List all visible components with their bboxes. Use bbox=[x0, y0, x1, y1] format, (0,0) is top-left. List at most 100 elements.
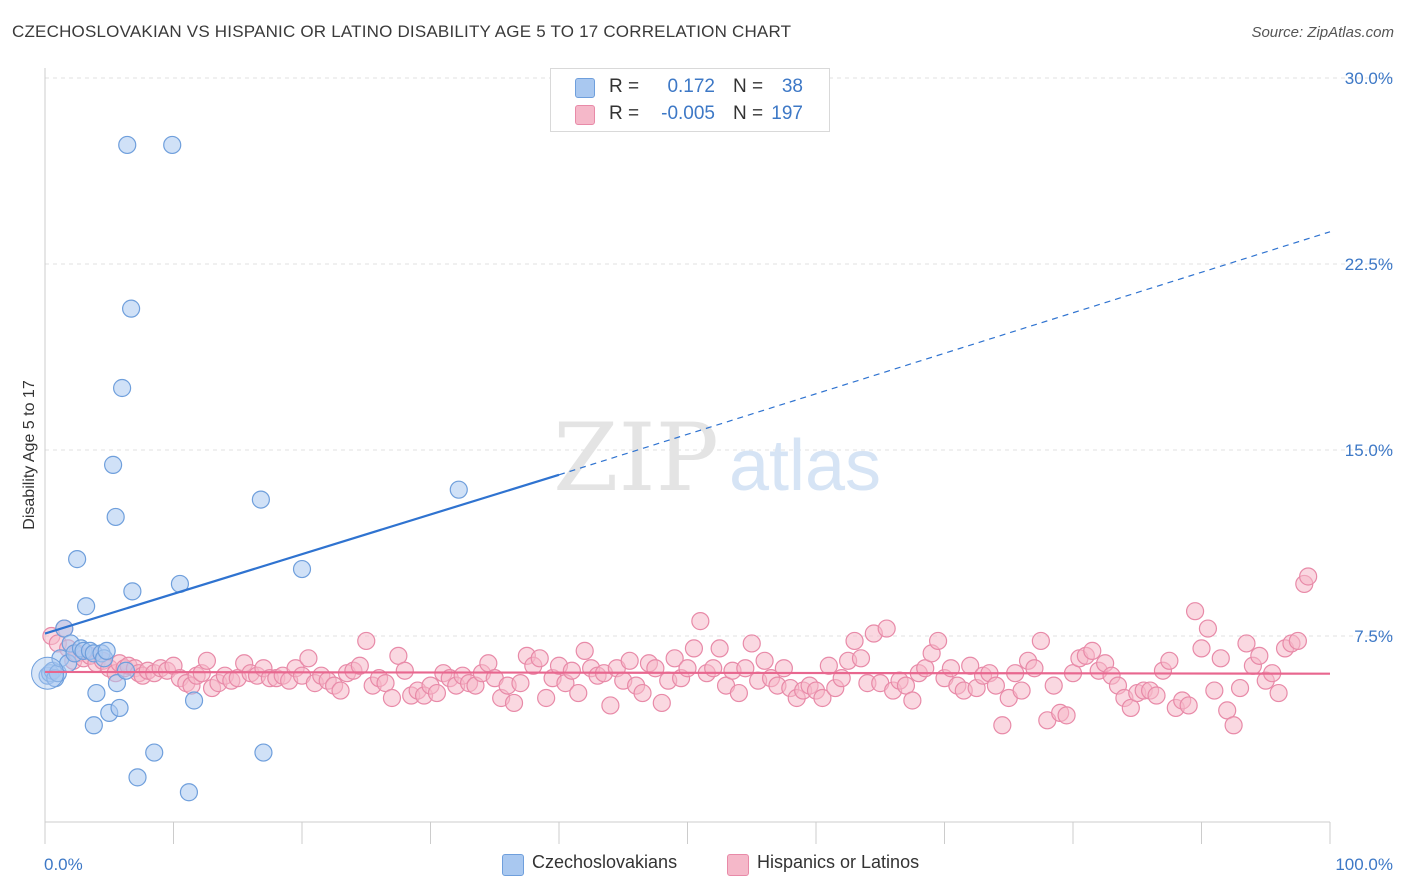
point-hispanic bbox=[845, 631, 864, 651]
point-hispanic bbox=[774, 659, 793, 678]
point-hispanic bbox=[1237, 634, 1256, 653]
point-hispanic bbox=[1147, 686, 1166, 705]
point-hispanic bbox=[382, 688, 402, 708]
point-hispanic bbox=[562, 661, 581, 680]
tick-labels: 7.5% 15.0% 22.5% 30.0% 0.0% 100.0% bbox=[44, 69, 1393, 874]
legend-row-hispanics: R = -0.005 N = 197 bbox=[551, 102, 829, 126]
point-hispanic bbox=[736, 659, 755, 678]
point-hispanic bbox=[652, 693, 671, 713]
point-hispanic bbox=[1083, 641, 1102, 660]
point-czechoslovakian bbox=[254, 743, 273, 762]
point-czechoslovakian bbox=[123, 582, 142, 601]
point-czechoslovakian bbox=[116, 661, 136, 680]
bottom-legend-swatch-blue bbox=[502, 854, 524, 876]
point-hispanic bbox=[665, 649, 684, 668]
point-hispanic bbox=[504, 693, 524, 713]
y-tick-label: 15.0% bbox=[1345, 441, 1393, 460]
grid-lines bbox=[45, 77, 1393, 637]
y-tick-label: 22.5% bbox=[1345, 255, 1393, 274]
point-czechoslovakian bbox=[118, 135, 137, 155]
point-hispanic bbox=[1288, 631, 1307, 651]
legend-r-label: R = bbox=[609, 76, 640, 97]
point-hispanic bbox=[395, 661, 414, 680]
point-czechoslovakian bbox=[163, 135, 182, 155]
point-hispanic bbox=[633, 683, 652, 703]
point-hispanic bbox=[1044, 676, 1063, 695]
watermark-zip: ZIP bbox=[553, 404, 719, 513]
point-hispanic bbox=[620, 651, 639, 670]
point-hispanic bbox=[197, 651, 217, 670]
point-hispanic bbox=[575, 641, 594, 660]
legend-r-label: R = bbox=[609, 103, 640, 124]
point-czechoslovakian bbox=[97, 641, 116, 660]
point-hispanic bbox=[1299, 567, 1318, 586]
point-hispanic bbox=[1211, 649, 1230, 668]
axes bbox=[44, 68, 1331, 844]
source-label: Source: ZipAtlas.com bbox=[1251, 24, 1394, 41]
point-hispanic bbox=[1205, 681, 1224, 700]
point-hispanic bbox=[1250, 646, 1269, 665]
point-hispanic bbox=[1179, 696, 1198, 715]
bottom-legend-swatch-pink bbox=[727, 854, 749, 876]
legend-swatch-blue bbox=[575, 78, 595, 98]
watermark-atlas: atlas bbox=[729, 426, 881, 506]
point-hispanic bbox=[1185, 602, 1205, 621]
point-hispanic bbox=[1269, 683, 1288, 703]
point-czechoslovakian bbox=[145, 743, 164, 762]
legend-row-czechoslovakians: R = 0.172 N = 38 bbox=[551, 75, 829, 99]
point-czechoslovakian bbox=[128, 768, 147, 787]
bottom-legend-hispanics: Hispanics or Latinos bbox=[757, 852, 920, 872]
point-hispanic bbox=[813, 688, 832, 708]
point-hispanic bbox=[357, 631, 376, 651]
point-hispanic bbox=[903, 691, 922, 710]
point-hispanic bbox=[704, 659, 723, 678]
point-hispanic bbox=[1198, 619, 1218, 638]
y-tick-label: 30.0% bbox=[1345, 69, 1393, 88]
point-hispanic bbox=[427, 683, 447, 703]
legend-n-label: N = bbox=[733, 103, 764, 124]
point-czechoslovakian bbox=[106, 507, 125, 527]
point-hispanic bbox=[1012, 681, 1031, 700]
point-czechoslovakian bbox=[77, 597, 96, 616]
point-czechoslovakian bbox=[292, 559, 312, 579]
point-czechoslovakian bbox=[184, 691, 204, 710]
trend-line-czechoslovakians-extension bbox=[558, 231, 1331, 476]
point-hispanic bbox=[819, 656, 838, 675]
point-hispanic bbox=[569, 683, 588, 703]
point-czechoslovakian bbox=[449, 480, 468, 499]
point-hispanic bbox=[877, 619, 896, 638]
trend-lines bbox=[44, 231, 1331, 675]
point-czechoslovakian bbox=[251, 490, 270, 509]
point-hispanic bbox=[755, 651, 774, 670]
trend-line-hispanics bbox=[44, 670, 1331, 675]
point-hispanic bbox=[928, 631, 948, 651]
correlation-legend: R = 0.172 N = 38 R = -0.005 N = 197 bbox=[550, 68, 830, 132]
point-hispanic bbox=[1192, 639, 1211, 658]
x-tick-label-min: 0.0% bbox=[44, 855, 83, 874]
point-czechoslovakian-cluster bbox=[31, 656, 65, 690]
point-hispanic bbox=[993, 716, 1012, 735]
point-hispanic bbox=[537, 688, 556, 708]
point-hispanic bbox=[1224, 716, 1243, 735]
chart-title: CZECHOSLOVAKIAN VS HISPANIC OR LATINO DI… bbox=[12, 22, 792, 41]
point-hispanic bbox=[646, 659, 665, 678]
point-hispanic bbox=[986, 676, 1006, 695]
y-axis-label: Disability Age 5 to 17 bbox=[21, 380, 38, 530]
legend-r-value: 0.172 bbox=[667, 76, 715, 97]
point-hispanic bbox=[729, 683, 749, 703]
legend-r-value: -0.005 bbox=[661, 103, 715, 124]
trend-line-czechoslovakians bbox=[44, 473, 560, 635]
point-hispanic bbox=[742, 634, 761, 653]
point-hispanic bbox=[1230, 678, 1250, 698]
bottom-legend-czechoslovakians: Czechoslovakians bbox=[532, 852, 678, 872]
point-hispanic bbox=[511, 674, 530, 693]
watermark: ZIP atlas bbox=[553, 404, 881, 513]
y-tick-label: 7.5% bbox=[1354, 627, 1393, 646]
point-hispanic bbox=[710, 639, 729, 658]
legend-n-value: 197 bbox=[771, 103, 803, 124]
x-tick-label-max: 100.0% bbox=[1335, 855, 1393, 874]
point-czechoslovakian bbox=[87, 683, 106, 703]
point-hispanic bbox=[1031, 631, 1050, 651]
point-hispanic bbox=[1160, 651, 1179, 670]
